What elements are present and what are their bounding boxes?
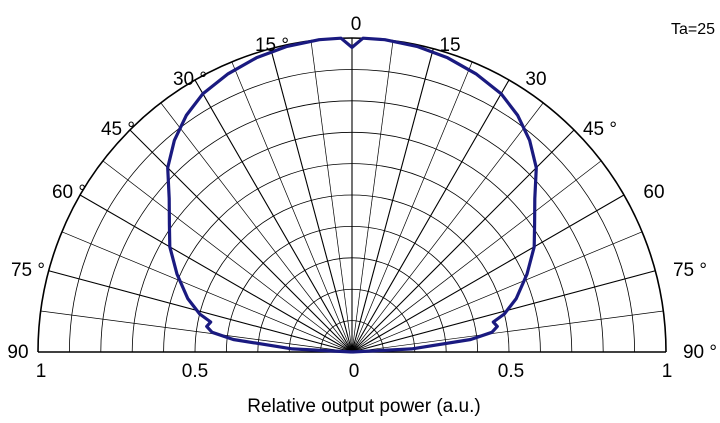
ta-annotation: Ta=25: [671, 21, 715, 38]
grid-spoke-75: [351, 270, 656, 353]
angle-label-right-45: 45 °: [583, 119, 617, 140]
radial-tick-right-0.5: 0.5: [498, 361, 524, 382]
angle-label-left-75: 75 °: [11, 260, 45, 281]
grid-spoke-52.5: [351, 160, 602, 353]
grid-spoke--60: [79, 194, 353, 353]
radial-tick-left-0.5: 0.5: [182, 361, 208, 382]
grid-spoke--82.5: [40, 310, 353, 353]
angle-label-left-90: 90: [7, 342, 28, 363]
radiation-pattern-line: [166, 36, 538, 354]
grid-spoke-37.5: [351, 102, 544, 353]
grid-spoke-60: [351, 194, 625, 353]
grid-spoke-82.5: [351, 310, 664, 353]
grid-spoke--22.5: [231, 61, 353, 353]
grid-spoke-15: [351, 48, 434, 353]
angle-label-right-15: 15: [439, 35, 460, 56]
angle-label-right-60: 60: [643, 182, 664, 203]
grid-spoke--7.5: [310, 40, 353, 353]
grid-spoke-30: [351, 79, 510, 353]
grid-spoke-45: [351, 129, 575, 353]
grid-spoke-22.5: [351, 61, 473, 353]
angle-label-left-60: 60 °: [52, 182, 86, 203]
grid-spoke--67.5: [61, 231, 353, 353]
angle-label-right-90: 90 °: [683, 342, 717, 363]
grid-spoke--30: [194, 79, 353, 353]
angle-label-left-30: 30 °: [173, 69, 207, 90]
x-axis-label: Relative output power (a.u.): [247, 396, 480, 417]
grid-spoke--45: [129, 129, 353, 353]
angle-label-left-15: 15 °: [255, 35, 289, 56]
grid-spoke-7.5: [351, 40, 394, 353]
grid-spoke--75: [48, 270, 353, 353]
radial-tick-left-1: 1: [36, 361, 47, 382]
grid-spoke-67.5: [351, 231, 643, 353]
angle-label-right-75: 75 °: [673, 260, 707, 281]
polar-grid: [37, 37, 667, 353]
grid-spoke--37.5: [160, 102, 353, 353]
radial-tick-right-1: 1: [662, 361, 673, 382]
angle-label-0: 0: [351, 14, 362, 35]
angle-label-right-30: 30: [525, 69, 546, 90]
grid-spoke--15: [270, 48, 353, 353]
angle-label-left-45: 45 °: [101, 119, 135, 140]
grid-spoke--52.5: [102, 160, 353, 353]
radial-tick-center-0: 0: [349, 361, 360, 382]
